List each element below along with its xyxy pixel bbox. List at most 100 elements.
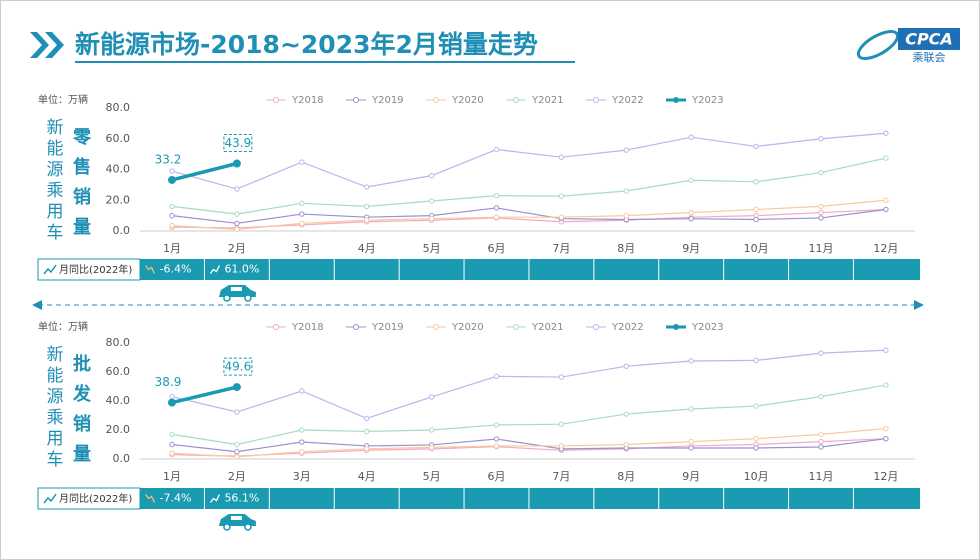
point	[623, 411, 629, 417]
point	[818, 350, 824, 356]
point	[818, 444, 824, 450]
point	[818, 438, 824, 445]
car-wheel	[223, 523, 231, 531]
data-label: 33.2	[155, 152, 182, 166]
point	[428, 172, 435, 179]
point	[364, 203, 370, 210]
point	[234, 441, 240, 448]
point	[623, 441, 629, 448]
point	[818, 209, 824, 216]
point	[818, 215, 824, 221]
point	[753, 403, 759, 409]
y-tick-label: 0.0	[113, 224, 131, 237]
point	[688, 134, 694, 140]
legend-label: Y2019	[371, 322, 404, 333]
legend-label: Y2023	[691, 95, 724, 106]
point	[623, 212, 629, 219]
side-label-char: 乘	[47, 181, 64, 201]
legend-label: Y2022	[611, 322, 644, 333]
x-tick-label: 8月	[617, 242, 635, 255]
yoy-trend-icon	[209, 265, 221, 274]
legend-marker	[273, 97, 279, 103]
point	[558, 193, 565, 199]
x-tick-label: 7月	[552, 242, 570, 255]
point	[558, 214, 565, 220]
point	[688, 358, 694, 364]
label-box	[223, 134, 253, 153]
point	[883, 130, 889, 136]
x-tick-label: 6月	[488, 242, 506, 255]
side-label-char: 源	[47, 160, 64, 180]
point	[234, 211, 240, 217]
point	[234, 454, 240, 460]
x-tick-label: 10月	[744, 470, 769, 483]
point	[234, 186, 240, 192]
legend-marker	[353, 97, 359, 103]
series-line	[171, 438, 886, 453]
side-label-char: 新	[47, 345, 64, 365]
point	[818, 431, 824, 438]
point	[428, 394, 435, 400]
point	[558, 374, 565, 380]
series-line	[171, 208, 886, 229]
x-tick-label: 10月	[744, 242, 769, 255]
x-tick-label: 7月	[552, 470, 570, 483]
point	[753, 143, 759, 150]
series-line	[171, 207, 886, 224]
car-window	[230, 516, 242, 520]
legend-label: Y2019	[371, 95, 404, 106]
title: 新能源市场-2018~2023年2月销量走势	[75, 30, 538, 59]
point	[493, 205, 500, 211]
x-tick-label: 3月	[293, 242, 311, 255]
legend-marker	[593, 324, 599, 330]
x-tick-label: 2月	[228, 242, 246, 255]
unit-label: 单位：万辆	[38, 320, 88, 333]
yoy-strip	[140, 488, 920, 509]
legend-label: Y2021	[531, 95, 564, 106]
point	[493, 146, 500, 153]
legend-marker	[273, 324, 279, 330]
x-tick-label: 5月	[423, 470, 441, 483]
yoy-trend-icon	[145, 265, 156, 274]
legend-marker	[353, 324, 359, 330]
legend-label: Y2018	[291, 322, 324, 333]
point	[299, 159, 305, 165]
point	[428, 216, 435, 222]
series-line	[171, 349, 886, 420]
point	[169, 431, 175, 438]
point	[299, 388, 305, 394]
point	[299, 200, 305, 207]
point	[688, 406, 694, 412]
legend-label: Y2020	[451, 322, 484, 333]
legend-marker	[673, 324, 679, 330]
yoy-value: -6.4%	[160, 263, 192, 276]
yoy-trend-icon	[209, 494, 221, 503]
data-label: 38.9	[155, 375, 182, 389]
x-tick-label: 9月	[682, 242, 700, 255]
side-label-char: 新	[47, 118, 64, 138]
car-icon	[218, 285, 256, 302]
point	[299, 427, 305, 433]
point	[753, 445, 759, 451]
logo-sub: 乘联会	[913, 51, 946, 64]
car-wheel	[244, 294, 252, 302]
measure-label-char: 销	[73, 413, 91, 435]
point	[168, 398, 176, 407]
point	[169, 168, 175, 174]
legend-marker	[433, 324, 439, 330]
series-line	[171, 132, 886, 190]
car-window	[230, 287, 242, 291]
point	[818, 203, 824, 210]
point	[623, 188, 629, 194]
point	[232, 383, 241, 392]
point	[558, 154, 565, 160]
point	[169, 212, 175, 219]
point	[169, 393, 175, 400]
x-tick-label: 12月	[873, 242, 898, 255]
series-line	[171, 427, 886, 458]
x-tick-label: 1月	[163, 470, 181, 483]
x-tick-label: 4月	[358, 242, 376, 255]
legend-label: Y2020	[451, 95, 484, 106]
y-tick-label: 20.0	[106, 423, 131, 436]
side-label-char: 车	[47, 223, 64, 243]
